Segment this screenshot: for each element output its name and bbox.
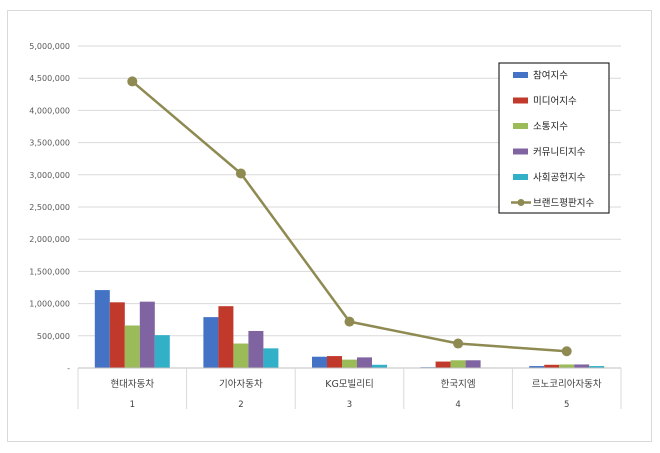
x-category-index: 5 [564,400,569,410]
x-category-index: 2 [238,400,243,410]
legend-label: 소통지수 [533,122,568,133]
legend-marker [517,199,525,206]
y-tick-label: 5,000,000 [29,42,70,51]
legend-label: 참여지수 [533,70,568,82]
bar-소통지수 [124,325,140,368]
x-axis: 현대자동차 1 기아자동차 2 KG모빌리티 3 한국지엠 4 르노코리아자동차 5 [77,367,622,410]
y-tick-label: 1,500,000 [29,267,70,276]
point-브랜드평판지수 [453,338,464,349]
chart-frame: - 500,000 1,000,000 1,500,000 2,000,000 2,500… [7,10,652,442]
bar-소통지수 [559,364,575,368]
bar-참여지수 [203,317,219,368]
bar-참여지수 [312,356,327,368]
bar-미디어지수 [544,364,560,368]
bar-커뮤니티지수 [465,360,481,368]
y-tick-label: 4,000,000 [29,106,70,115]
legend-swatch [513,148,528,155]
bar-소통지수 [450,360,466,368]
point-브랜드평판지수 [344,316,355,327]
legend-box [498,62,610,214]
legend-label: 미디어지수 [533,96,577,107]
x-category-label: 기아자동차 [219,378,263,390]
y-tick-label: 2,000,000 [29,235,70,244]
legend-label: 사회공헌지수 [533,173,586,184]
x-category-label: KG모빌리티 [325,379,374,390]
legend-label: 브랜드평판지수 [533,198,594,209]
bar-소통지수 [342,359,357,368]
point-브랜드평판지수 [235,168,246,179]
y-axis-ticks: - 500,000 1,000,000 1,500,000 2,000,000 2,500… [29,42,70,373]
bar-참여지수 [94,290,110,368]
bar-미디어지수 [327,356,342,368]
x-category-label: 현대자동차 [110,378,154,390]
x-category-label: 르노코리아자동차 [532,378,602,390]
bar-소통지수 [233,343,249,368]
point-브랜드평판지수 [561,346,572,357]
y-tick-label: - [67,364,70,373]
x-category-index: 4 [455,400,460,410]
y-tick-label: 1,000,000 [29,300,70,309]
bar-사회공헌지수 [589,366,605,368]
y-tick-label: 2,500,000 [29,203,70,212]
legend-swatch [513,174,528,180]
bar-커뮤니티지수 [357,357,372,368]
y-tick-label: 500,000 [37,332,70,341]
legend-label: 커뮤니티지수 [533,147,586,158]
x-category-index: 3 [347,400,352,410]
y-tick-label: 4,500,000 [29,74,70,83]
legend-swatch [513,97,528,104]
bar-커뮤니티지수 [139,301,155,368]
point-브랜드평판지수 [127,76,138,87]
x-category-label: 한국지엠 [441,378,476,390]
brand-reputation-line [127,76,572,357]
bar-사회공헌지수 [372,364,387,368]
bars [94,290,605,368]
bar-사회공헌지수 [263,348,279,368]
legend-swatch [513,72,528,78]
bar-미디어지수 [435,361,451,368]
bar-커뮤니티지수 [248,330,264,368]
y-tick-label: 3,000,000 [29,171,70,180]
bar-미디어지수 [218,306,234,368]
chart-svg: - 500,000 1,000,000 1,500,000 2,000,000 2,500… [29,42,622,410]
y-tick-label: 3,500,000 [29,139,70,148]
bar-참여지수 [529,366,545,368]
bar-커뮤니티지수 [574,364,590,368]
bar-미디어지수 [109,302,125,368]
legend-swatch [513,123,528,129]
x-category-index: 1 [130,400,135,410]
bar-사회공헌지수 [154,335,170,368]
